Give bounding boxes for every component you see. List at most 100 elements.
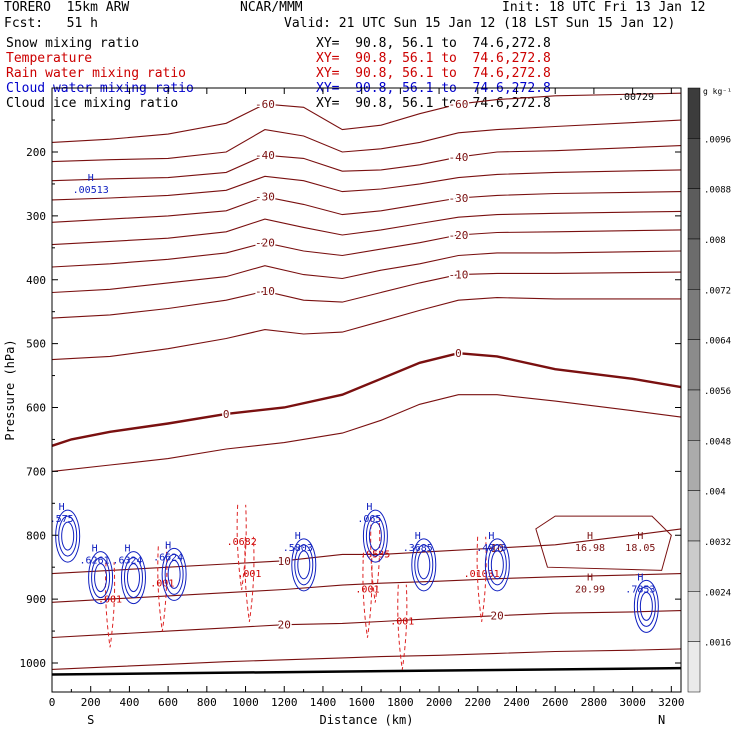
y-tick-label: 200 bbox=[26, 146, 46, 159]
x-tick-label: 1200 bbox=[271, 696, 298, 709]
field-xy-rain: XY= 90.8, 56.1 to 74.6,272.8 bbox=[316, 66, 551, 81]
cloud-water-contour bbox=[639, 591, 653, 621]
colorbar-tick-label: .0032 bbox=[704, 538, 731, 548]
colorbar-swatch bbox=[687, 440, 701, 491]
rain-max-label: .001 bbox=[390, 617, 414, 628]
x-tick-label: 0 bbox=[49, 696, 56, 709]
cloud-water-max-label: .6261 bbox=[80, 556, 110, 567]
temperature-max-label: 16.98 bbox=[575, 543, 605, 554]
temperature-max-marker: H bbox=[587, 572, 593, 583]
x-tick-label: 2600 bbox=[542, 696, 569, 709]
x-tick-label: 600 bbox=[158, 696, 178, 709]
cloud-water-max-label: .575 bbox=[50, 514, 74, 525]
temperature-contour bbox=[51, 145, 682, 182]
contour-label: 20 bbox=[278, 619, 291, 632]
cloud-water-max-label: .6624 bbox=[153, 552, 183, 563]
contour-label: -10 bbox=[255, 285, 275, 298]
rain-contour bbox=[362, 552, 373, 638]
x-tick-label: 3000 bbox=[619, 696, 646, 709]
colorbar-swatch bbox=[687, 540, 701, 592]
y-axis-label: Pressure (hPa) bbox=[3, 339, 17, 440]
colorbar-swatch bbox=[687, 188, 701, 240]
colorbar-swatch bbox=[687, 289, 701, 340]
y-tick-label: 1000 bbox=[20, 657, 47, 670]
y-tick-label: 600 bbox=[26, 402, 46, 415]
cloud-water-max-label: .00513 bbox=[73, 185, 109, 196]
cloud-water-contour bbox=[294, 544, 314, 586]
field-xy-temperature: XY= 90.8, 56.1 to 74.6,272.8 bbox=[316, 51, 551, 66]
center-name: NCAR/MMM bbox=[240, 0, 303, 15]
x-tick-label: 1400 bbox=[310, 696, 337, 709]
temperature-contour bbox=[51, 119, 682, 163]
temperature-contour bbox=[51, 297, 681, 361]
colorbar-tick-label: .0016 bbox=[704, 639, 731, 649]
cloud-water-contour bbox=[94, 563, 108, 593]
colorbar-tick-label: .008 bbox=[704, 236, 726, 246]
contour-label: -20 bbox=[448, 229, 468, 242]
cloud-water-contour bbox=[161, 547, 187, 601]
temperature-contour bbox=[51, 210, 682, 246]
contour-label: 0 bbox=[455, 347, 462, 360]
x-tick-label: 400 bbox=[119, 696, 139, 709]
x-tick-label: 2800 bbox=[581, 696, 608, 709]
y-tick-label: 500 bbox=[26, 338, 46, 351]
cloud-water-contour bbox=[123, 557, 143, 599]
contour-label: 20 bbox=[491, 610, 504, 623]
rain-contour bbox=[397, 584, 408, 670]
colorbar-tick-label: .0024 bbox=[704, 588, 731, 598]
temperature-max-marker: H bbox=[637, 531, 643, 542]
x-tick-label: 800 bbox=[197, 696, 217, 709]
rain-max-label: .001 bbox=[150, 578, 174, 589]
contour-label: 0 bbox=[223, 408, 230, 421]
field-label-cloud-ice: Cloud ice mixing ratio bbox=[6, 96, 179, 111]
surface-line bbox=[51, 666, 682, 676]
y-tick-label: 800 bbox=[26, 529, 46, 542]
cloud-water-contour bbox=[164, 553, 184, 595]
temperature-contour bbox=[51, 351, 682, 447]
temperature-contour bbox=[51, 191, 682, 223]
cloud-water-contour bbox=[120, 551, 146, 605]
contour-label: -30 bbox=[255, 191, 275, 204]
cloud-water-contour bbox=[368, 521, 382, 551]
cloud-water-contour bbox=[58, 515, 78, 557]
contour-label: -10 bbox=[448, 269, 468, 282]
x-tick-label: 1000 bbox=[232, 696, 259, 709]
cloud-water-max-label: .7853 bbox=[625, 584, 655, 595]
temperature-max-label: 18.05 bbox=[625, 543, 655, 554]
cloud-water-max-label: .4823 bbox=[476, 543, 506, 554]
x-tick-label: 3200 bbox=[658, 696, 685, 709]
field-label-rain: Rain water mixing ratio bbox=[6, 66, 187, 81]
rain-max-label: .001 bbox=[98, 594, 122, 605]
colorbar-tick-label: .0048 bbox=[704, 437, 731, 447]
field-xy-snow: XY= 90.8, 56.1 to 74.6,272.8 bbox=[316, 36, 551, 51]
colorbar-swatch bbox=[687, 138, 701, 189]
colorbar-unit: g kg⁻¹ bbox=[703, 87, 732, 96]
colorbar-swatch bbox=[687, 389, 701, 441]
model-name: TORERO 15km ARW bbox=[4, 0, 130, 15]
cloud-water-contour bbox=[417, 550, 431, 580]
cloud-water-contour bbox=[91, 557, 111, 599]
colorbar-swatch bbox=[687, 591, 701, 642]
x-end-label-left: S bbox=[87, 713, 94, 727]
cloud-water-contour bbox=[636, 585, 656, 627]
rain-contour bbox=[105, 562, 116, 648]
colorbar-tick-label: .0072 bbox=[704, 286, 731, 296]
plot-frame bbox=[51, 87, 682, 693]
y-tick-label: 400 bbox=[26, 274, 46, 287]
cloud-water-contour bbox=[365, 515, 385, 557]
cloud-water-contour bbox=[490, 550, 504, 580]
contour-label: 10 bbox=[491, 542, 504, 555]
temperature-contour bbox=[51, 250, 682, 294]
rain-max-label: .001 bbox=[237, 569, 261, 580]
init-time: Init: 18 UTC Fri 13 Jan 12 bbox=[502, 0, 706, 15]
contour-label: -40 bbox=[255, 149, 275, 162]
cloud-water-max-marker: H bbox=[59, 502, 65, 513]
cloud-water-contour bbox=[88, 551, 114, 605]
temperature-contour bbox=[51, 648, 682, 670]
cloud-water-contour bbox=[126, 563, 140, 593]
temperature-contour bbox=[51, 229, 682, 268]
x-end-label-right: N bbox=[658, 713, 665, 727]
cloud-water-contour bbox=[167, 559, 181, 589]
colorbar-swatch bbox=[687, 490, 701, 542]
cloud-water-max-marker: H bbox=[295, 531, 301, 542]
